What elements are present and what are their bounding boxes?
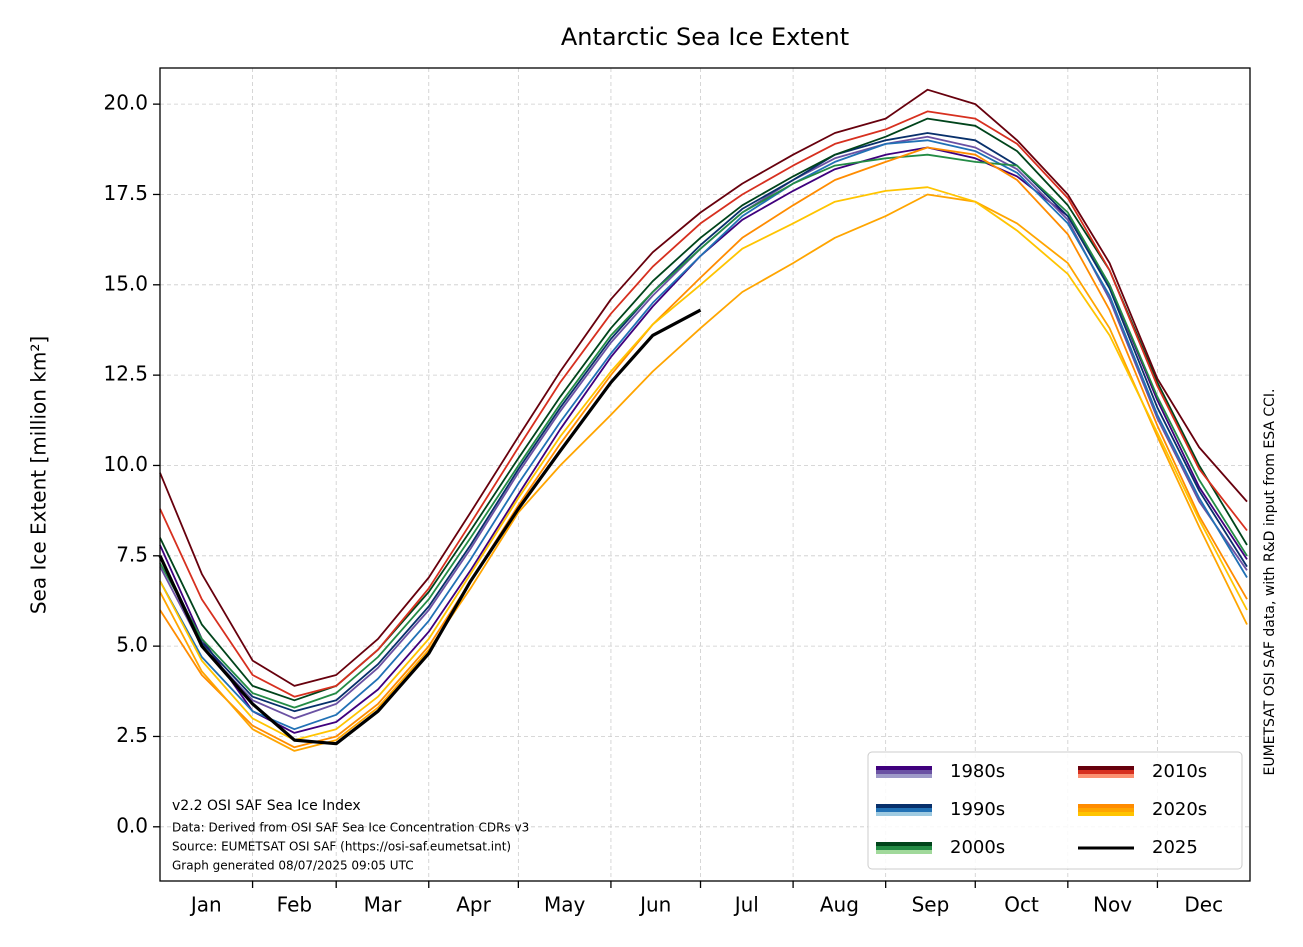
series-line <box>159 110 1248 698</box>
plot-frame <box>159 67 1251 882</box>
side-note: EUMETSAT OSI SAF data, with R&D input fr… <box>1262 388 1278 775</box>
legend-label: 1980s <box>950 761 1005 782</box>
x-tick-label: May <box>544 893 586 917</box>
x-tick-label: Sep <box>912 893 950 917</box>
y-tick-label: 7.5 <box>116 542 148 566</box>
y-tick-label: 10.0 <box>103 452 148 476</box>
x-tick-label: Jul <box>733 893 759 917</box>
y-tick-label: 17.5 <box>103 181 148 205</box>
legend-label: 2000s <box>950 837 1005 858</box>
series-line <box>159 88 1248 687</box>
grid <box>160 68 1250 881</box>
y-tick-label: 0.0 <box>116 813 148 837</box>
series-line <box>159 135 1248 720</box>
x-tick-label: Oct <box>1004 893 1039 917</box>
series-line <box>159 139 1248 731</box>
y-tick-label: 5.0 <box>116 633 148 657</box>
x-tick-label: Jun <box>638 893 671 917</box>
legend-label: 1990s <box>950 799 1005 820</box>
series-line <box>159 132 1248 713</box>
series-line <box>158 308 702 746</box>
y-tick-label: 12.5 <box>103 362 148 386</box>
x-tick-label: Mar <box>364 893 403 917</box>
annotation: Graph generated 08/07/2025 09:05 UTC <box>172 859 414 873</box>
legend-label: 2010s <box>1152 761 1207 782</box>
series-line <box>159 193 1248 752</box>
x-tick-label: Nov <box>1093 893 1132 917</box>
x-tick-label: Apr <box>456 893 491 917</box>
legend <box>867 751 1243 870</box>
series-line <box>159 153 1248 709</box>
legend-label: 2025 <box>1152 837 1198 858</box>
y-tick-label: 15.0 <box>103 271 148 295</box>
y-axis-label: Sea Ice Extent [million km²] <box>27 336 51 614</box>
chart-title: Antarctic Sea Ice Extent <box>561 23 849 51</box>
y-tick-label: 20.0 <box>103 91 148 115</box>
series-line <box>159 186 1248 741</box>
y-tick-label: 2.5 <box>116 723 148 747</box>
x-tick-label: Dec <box>1184 893 1223 917</box>
lines <box>158 88 1248 752</box>
series-line <box>159 146 1248 749</box>
legend-entries: 1980s 1990s 2000s 2010s 2020s 2025 <box>876 761 1207 858</box>
x-tick-label: Jan <box>189 893 222 917</box>
annotation: v2.2 OSI SAF Sea Ice Index <box>172 798 361 814</box>
x-tick-label: Aug <box>820 893 859 917</box>
annotation: Source: EUMETSAT OSI SAF (https://osi-sa… <box>172 840 511 854</box>
series-line <box>159 117 1248 702</box>
x-tick-label: Feb <box>277 893 312 917</box>
annotation: Data: Derived from OSI SAF Sea Ice Conce… <box>172 821 529 835</box>
legend-label: 2020s <box>1152 799 1207 820</box>
